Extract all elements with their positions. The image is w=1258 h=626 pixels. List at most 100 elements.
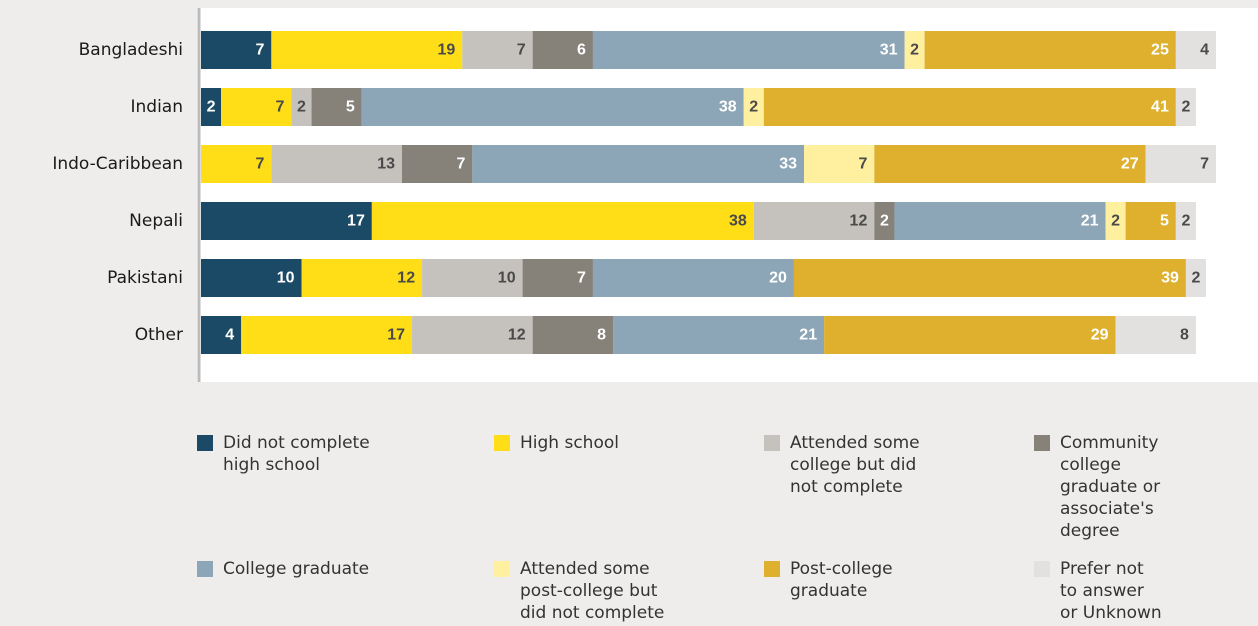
legend-label: Attended some college but did not comple… (790, 433, 920, 497)
bar-segment (221, 88, 292, 126)
bar-segment (743, 88, 764, 126)
data-label: 41 (1151, 99, 1169, 116)
bar-segment (1115, 316, 1196, 354)
legend-swatch (764, 561, 780, 577)
bar-segment (522, 259, 593, 297)
legend-item: Post-college graduate (764, 558, 940, 602)
legend-item: Attended some post-college but did not c… (494, 558, 670, 624)
data-label: 39 (1161, 270, 1179, 287)
data-label: 8 (1180, 327, 1189, 344)
bar-segment (874, 202, 895, 240)
bar-segment (201, 316, 242, 354)
legend-label: High school (520, 433, 619, 453)
data-label: 21 (1081, 213, 1099, 230)
bar-segment (201, 88, 222, 126)
data-label: 19 (438, 42, 456, 59)
legend-swatch (494, 435, 510, 451)
data-label: 12 (508, 327, 526, 344)
data-label: 2 (1181, 213, 1190, 230)
bar-segment (874, 145, 1146, 183)
bar-segment (201, 31, 272, 69)
data-label: 20 (769, 270, 787, 287)
bar-segment (422, 259, 523, 297)
data-label: 7 (517, 42, 526, 59)
bar-segment (462, 31, 533, 69)
legend-swatch (197, 561, 213, 577)
data-label: 8 (597, 327, 606, 344)
category-label: Pakistani (107, 268, 183, 288)
legend-label: Did not complete high school (223, 433, 370, 475)
bar-segment (472, 145, 804, 183)
data-label: 7 (255, 42, 264, 59)
data-label: 7 (456, 156, 465, 173)
bar-segment (291, 88, 312, 126)
bar-segment (271, 31, 463, 69)
bar-segment (763, 88, 1176, 126)
data-label: 6 (577, 42, 586, 59)
bar-segment (361, 88, 744, 126)
legend-label: Community college graduate or associate'… (1060, 433, 1161, 541)
legend-swatch (764, 435, 780, 451)
data-label: 17 (347, 213, 365, 230)
data-label: 2 (880, 213, 889, 230)
data-label: 2 (1111, 213, 1120, 230)
bar-segment (592, 31, 905, 69)
data-label: 2 (749, 99, 758, 116)
bar-segment (753, 202, 875, 240)
data-label: 2 (910, 42, 919, 59)
data-label: 7 (255, 156, 264, 173)
legend-item: College graduate (197, 558, 383, 580)
bar-segment (1145, 145, 1217, 183)
bar-segment (804, 145, 875, 183)
data-label: 2 (1191, 270, 1200, 287)
data-label: 13 (377, 156, 395, 173)
bar-segment (201, 259, 302, 297)
data-label: 10 (498, 270, 516, 287)
legend-item: Prefer not to answer or Unknown (1034, 558, 1165, 624)
legend-label: Prefer not to answer or Unknown (1060, 559, 1162, 623)
data-label: 25 (1151, 42, 1169, 59)
data-label: 38 (729, 213, 747, 230)
data-label: 7 (858, 156, 867, 173)
data-label: 7 (1200, 156, 1209, 173)
legend-label: College graduate (223, 559, 370, 579)
bar-segment (592, 259, 794, 297)
bar-segment (402, 145, 473, 183)
bar-segment (412, 316, 533, 354)
category-label: Bangladeshi (79, 40, 183, 60)
bar-segment (371, 202, 754, 240)
legend-swatch (1034, 561, 1050, 577)
bar-segment (1125, 202, 1176, 240)
legend-item: Community college graduate or associate'… (1034, 432, 1165, 542)
category-label: Other (135, 325, 183, 345)
data-label: 31 (880, 42, 898, 59)
legend-item: Did not complete high school (197, 432, 383, 476)
data-label: 12 (397, 270, 415, 287)
bar-segment (1105, 202, 1126, 240)
data-label: 38 (719, 99, 737, 116)
data-label: 27 (1121, 156, 1139, 173)
bar-segment (241, 316, 413, 354)
bar-segment (924, 31, 1176, 69)
data-label: 4 (225, 327, 234, 344)
category-label: Indian (131, 97, 184, 117)
bar-segment (613, 316, 825, 354)
data-label: 21 (799, 327, 817, 344)
legend-label: Attended some post-college but did not c… (520, 559, 665, 623)
data-label: 2 (207, 99, 216, 116)
bar-segment (1175, 202, 1196, 240)
legend-swatch (494, 561, 510, 577)
data-label: 5 (346, 99, 355, 116)
bar-segment (532, 316, 614, 354)
data-label: 7 (276, 99, 285, 116)
bar-segment (201, 202, 372, 240)
category-label: Nepali (129, 211, 183, 231)
data-label: 33 (779, 156, 797, 173)
bar-segment (824, 316, 1116, 354)
data-label: 4 (1200, 42, 1209, 59)
legend-swatch (1034, 435, 1050, 451)
bar-segment (301, 259, 423, 297)
data-label: 7 (577, 270, 586, 287)
